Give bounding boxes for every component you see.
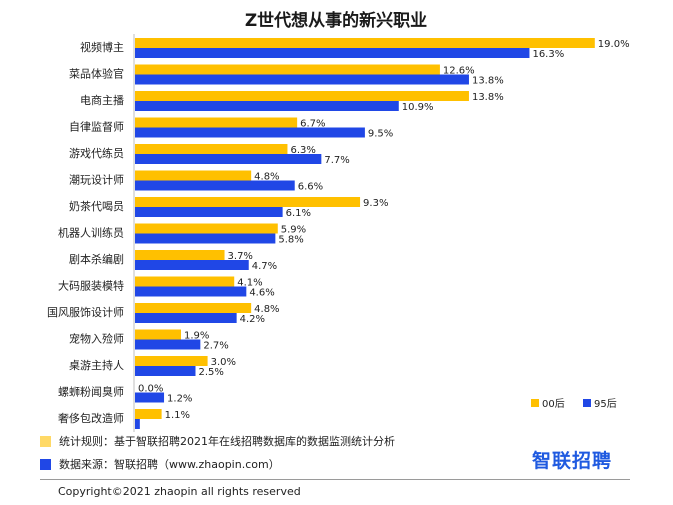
bar-00hou: [135, 64, 440, 75]
legend-label-95hou: 95后: [594, 398, 617, 410]
stat-rule-text: 统计规则：基于智联招聘2021年在线招聘数据库的数据监测统计分析: [59, 435, 395, 448]
category-label: 潮玩设计师: [69, 173, 124, 187]
copyright-text: Copyright©2021 zhaopin all rights reserv…: [58, 485, 301, 498]
category-label: 剧本杀编剧: [69, 252, 124, 266]
category-label: 国风服饰设计师: [47, 305, 124, 319]
value-label: 1.9%: [184, 331, 209, 342]
bar-95hou: [135, 313, 237, 323]
value-label: 9.3%: [363, 198, 388, 209]
value-label: 4.8%: [254, 304, 279, 315]
bar-00hou: [135, 356, 208, 366]
value-label: 3.0%: [211, 357, 236, 368]
value-label: 1.2%: [167, 394, 192, 405]
bar-95hou: [135, 180, 295, 191]
bar-95hou: [135, 419, 140, 429]
category-label: 奢侈包改造师: [58, 411, 124, 425]
chart-title: Z世代想从事的新兴职业: [245, 10, 427, 31]
legend-swatch-95hou: [583, 399, 591, 407]
category-label: 游戏代练员: [69, 146, 124, 160]
category-label: 视频博主: [80, 40, 124, 54]
value-label: 4.7%: [252, 261, 277, 272]
value-label: 1.1%: [165, 410, 190, 421]
value-label: 6.7%: [300, 119, 325, 130]
bar-00hou: [135, 170, 252, 181]
bar-00hou: [135, 117, 298, 128]
bar-95hou: [135, 233, 276, 244]
value-label: 13.8%: [472, 92, 504, 103]
value-label: 4.2%: [240, 314, 265, 325]
bar-95hou: [135, 366, 196, 376]
value-label: 3.7%: [228, 251, 253, 262]
source-swatch: [40, 458, 51, 470]
bar-95hou: [135, 48, 530, 58]
bar-95hou: [135, 286, 247, 297]
bar-chart: Z世代想从事的新兴职业 视频博主 19.0%16.3%菜品体验官 12.6%13.8…: [47, 10, 630, 432]
value-label: 7.7%: [324, 155, 349, 166]
source-text: 数据来源：智联招聘（www.zhaopin.com）: [59, 458, 280, 471]
legend: 00后 95后: [531, 398, 617, 410]
bar-00hou: [135, 409, 162, 419]
bar-00hou: [135, 91, 469, 101]
value-label: 6.3%: [290, 145, 315, 156]
zhaopin-logo: 智联招聘: [532, 450, 613, 472]
bar-95hou: [135, 154, 322, 164]
bar-00hou: [135, 329, 181, 340]
category-label: 宠物入殓师: [69, 332, 124, 346]
stat-rule-note: 统计规则：基于智联招聘2021年在线招聘数据库的数据监测统计分析: [40, 433, 395, 449]
bar-00hou: [135, 197, 361, 207]
category-label: 自律监督师: [69, 120, 124, 134]
value-label: 12.6%: [443, 66, 475, 77]
bar-95hou: [135, 127, 365, 138]
value-label: 19.0%: [598, 39, 630, 50]
value-label: 0.0%: [138, 384, 163, 395]
bars-layer: 视频博主 19.0%16.3%菜品体验官 12.6%13.8%电商主播 13.8%10…: [47, 38, 630, 429]
category-label: 桌游主持人: [69, 358, 124, 372]
value-label: 6.6%: [298, 182, 323, 193]
bar-95hou: [135, 392, 165, 403]
value-label: 5.9%: [281, 225, 306, 236]
bar-95hou: [135, 74, 469, 85]
value-label: 16.3%: [532, 49, 564, 60]
category-label: 螺蛳粉闻臭师: [58, 385, 124, 399]
bar-95hou: [135, 101, 399, 111]
bar-95hou: [135, 339, 201, 350]
category-label: 大码服装模特: [58, 279, 124, 293]
legend-swatch-00hou: [531, 399, 539, 407]
bar-00hou: [135, 223, 278, 234]
value-label: 5.8%: [278, 235, 303, 246]
bar-00hou: [135, 250, 225, 260]
category-label: 奶茶代喝员: [69, 199, 124, 213]
value-label: 4.6%: [249, 288, 274, 299]
bar-00hou: [135, 276, 235, 287]
value-label: 2.7%: [203, 341, 228, 352]
legend-label-00hou: 00后: [542, 398, 565, 410]
bar-00hou: [135, 303, 252, 313]
bar-00hou: [135, 144, 288, 154]
stat-rule-swatch: [40, 435, 51, 447]
value-label: 6.1%: [286, 208, 311, 219]
value-label: 13.8%: [472, 76, 504, 87]
bar-95hou: [135, 207, 283, 217]
footer-divider: [40, 479, 630, 480]
value-label: 9.5%: [368, 129, 393, 140]
bar-00hou: [135, 38, 595, 48]
source-note: 数据来源：智联招聘（www.zhaopin.com）: [40, 456, 280, 472]
value-label: 2.5%: [199, 367, 224, 378]
category-label: 菜品体验官: [69, 67, 124, 81]
bar-95hou: [135, 260, 249, 270]
value-label: 10.9%: [402, 102, 434, 113]
category-label: 机器人训练员: [58, 226, 124, 240]
category-label: 电商主播: [80, 93, 124, 107]
value-label: 4.1%: [237, 278, 262, 289]
value-label: 4.8%: [254, 172, 279, 183]
